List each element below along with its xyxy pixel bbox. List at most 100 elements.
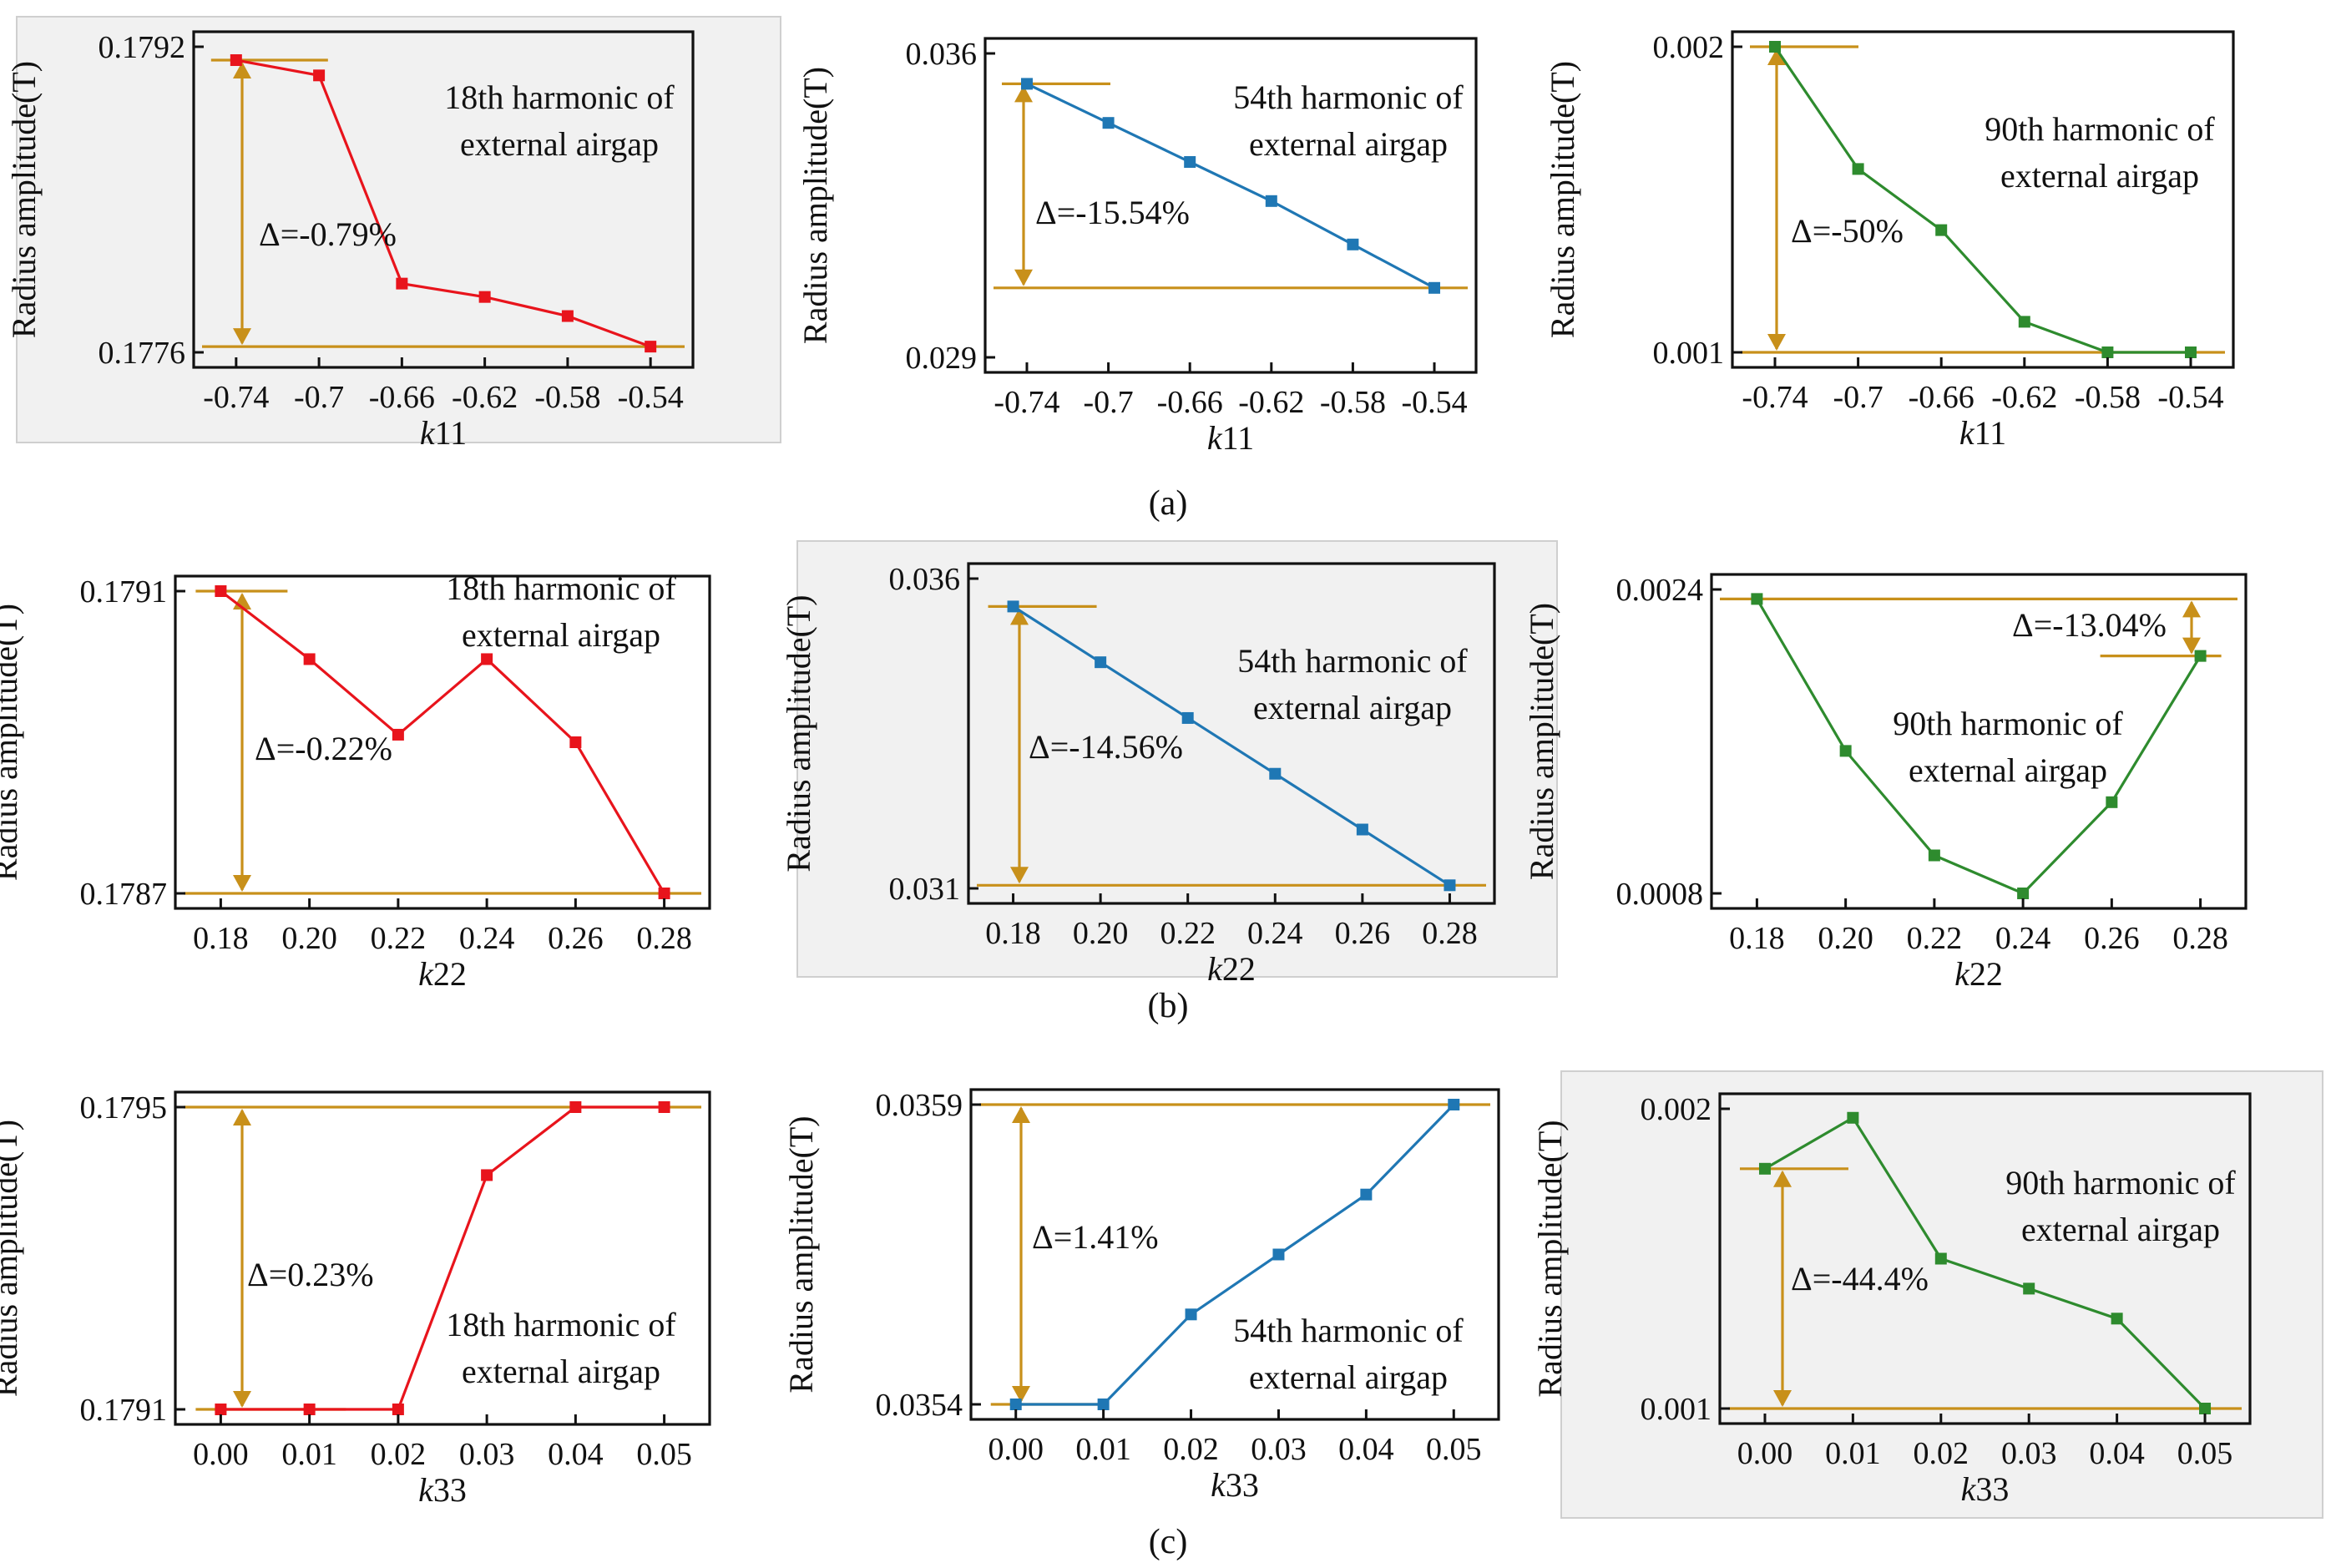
x-tick-label-3: 0.02 xyxy=(1163,1432,1219,1467)
x-tick-label-2: 0.01 xyxy=(1825,1436,1881,1471)
delta-arrowhead-bottom xyxy=(233,875,251,892)
x-axis-title-var: k xyxy=(1954,955,1970,993)
delta-arrowhead-top xyxy=(1767,48,1786,65)
x-tick-label-2: -0.7 xyxy=(1084,385,1134,420)
y-tick-label-2: 0.036 xyxy=(906,37,978,72)
plot-frame xyxy=(1710,573,2248,910)
x-tick-label-5: 0.26 xyxy=(1335,916,1391,951)
data-point-2 xyxy=(303,1404,316,1415)
harmonic-annotation-line-2: external airgap xyxy=(2000,157,2199,195)
delta-arrowhead-bottom xyxy=(233,1391,251,1408)
data-point-4 xyxy=(2017,888,2030,899)
y-tick-label-2: 0.1792 xyxy=(99,30,186,65)
x-tick-label-2: 0.20 xyxy=(1818,921,1873,956)
data-point-4 xyxy=(481,1169,493,1181)
y-axis-title: Radius amplitude(T) xyxy=(782,1115,820,1393)
delta-arrowhead-bottom xyxy=(1773,1390,1792,1407)
data-point-3 xyxy=(1934,1252,1947,1265)
chart-panel-4: 0.18 0.20 0.22 0.24 0.26 0.28 0.1787 0.1791 k22 R… xyxy=(0,569,711,993)
delta-arrowhead-top xyxy=(233,62,251,79)
delta-arrowhead-top xyxy=(2182,600,2201,618)
y-tick-label-1: 0.0008 xyxy=(1616,877,1704,912)
x-axis-title-var: k xyxy=(418,1471,434,1509)
delta-label: Δ=-0.22% xyxy=(255,730,392,767)
harmonic-annotation-line-1: 90th harmonic of xyxy=(1985,110,2215,148)
x-tick-label-4: 0.03 xyxy=(2001,1436,2057,1471)
data-point-3 xyxy=(392,728,404,741)
data-point-6 xyxy=(1444,879,1456,892)
x-tick-label-6: 0.28 xyxy=(1422,916,1478,951)
chart-panel-8: 0.00 0.01 0.02 0.03 0.04 0.05 0.0354 0.0359 k33 R… xyxy=(782,1088,1500,1504)
x-tick-label-6: 0.28 xyxy=(2172,921,2228,956)
y-tick-label-1: 0.0354 xyxy=(876,1388,963,1423)
x-tick-label-6: 0.05 xyxy=(1426,1432,1482,1467)
data-point-2 xyxy=(1097,1399,1110,1410)
data-point-4 xyxy=(2023,1282,2035,1295)
data-point-5 xyxy=(2106,796,2118,808)
data-point-3 xyxy=(1928,849,1940,862)
x-tick-label-1: 0.00 xyxy=(988,1432,1044,1467)
plot-area xyxy=(1732,32,2233,367)
x-tick-label-2: 0.20 xyxy=(1073,916,1129,951)
delta-label: Δ=-13.04% xyxy=(2012,606,2167,644)
delta-arrowhead-bottom xyxy=(1767,334,1786,351)
delta-arrowhead-top xyxy=(1012,1106,1030,1123)
y-tick-label-1: 0.029 xyxy=(906,341,978,376)
x-axis-title: k33 xyxy=(1961,1470,2010,1508)
x-tick-label-4: 0.03 xyxy=(1251,1432,1307,1467)
harmonic-annotation-line-1: 90th harmonic of xyxy=(2005,1164,2236,1201)
data-point-5 xyxy=(561,310,574,322)
chart-panel-5: 0.18 0.20 0.22 0.24 0.26 0.28 0.031 0.036 k22 Rad… xyxy=(780,540,1558,988)
data-point-2 xyxy=(303,653,316,665)
x-tick-label-5: 0.04 xyxy=(548,1437,604,1472)
x-tick-label-5: 0.26 xyxy=(2084,921,2140,956)
harmonic-annotation-line-2: external airgap xyxy=(462,616,660,654)
plot-area xyxy=(968,564,1494,903)
harmonic-annotation-line-1: 18th harmonic of xyxy=(446,1306,676,1343)
plot-frame xyxy=(969,1088,1500,1421)
x-axis-title: k11 xyxy=(1207,419,1254,457)
y-tick-label-2: 0.1791 xyxy=(80,574,168,609)
x-axis-title: k11 xyxy=(1959,414,2006,452)
x-tick-label-1: 0.00 xyxy=(193,1437,249,1472)
data-point-1 xyxy=(1020,78,1033,90)
plot-frame xyxy=(174,1090,711,1426)
row-caption-c: (c) xyxy=(1149,1523,1188,1561)
data-point-3 xyxy=(396,277,408,290)
x-tick-label-4: 0.24 xyxy=(1247,916,1303,951)
y-axis-title: Radius amplitude(T) xyxy=(0,1120,24,1397)
plot-frame xyxy=(1718,1092,2252,1425)
x-tick-label-2: 0.01 xyxy=(281,1437,337,1472)
x-axis-title: k22 xyxy=(418,955,467,993)
data-point-5 xyxy=(1360,1188,1373,1201)
x-axis-title-sub: 11 xyxy=(1222,419,1255,457)
plot-frame xyxy=(983,37,1478,374)
data-point-2 xyxy=(1852,163,1864,175)
x-tick-label-3: -0.66 xyxy=(1157,385,1223,420)
delta-arrowhead-bottom xyxy=(1010,867,1029,884)
plot-area xyxy=(971,1090,1499,1419)
x-axis-title-var: k xyxy=(1961,1470,1977,1508)
data-point-1 xyxy=(1758,1162,1771,1175)
data-point-6 xyxy=(2199,1403,2212,1414)
x-axis-title-sub: 33 xyxy=(433,1471,467,1509)
x-axis-title-sub: 33 xyxy=(1975,1470,2009,1508)
delta-label: Δ=-15.54% xyxy=(1035,194,1190,231)
plot-area xyxy=(1712,574,2246,908)
x-axis-title-sub: 22 xyxy=(1222,950,1256,988)
chart-panel-3: -0.74 -0.7 -0.66 -0.62 -0.58 -0.54 0.001 0.002 k… xyxy=(1544,30,2235,452)
x-axis-title: k22 xyxy=(1207,950,1256,988)
data-point-4 xyxy=(1265,195,1277,207)
x-tick-label-3: 0.22 xyxy=(371,921,427,956)
x-tick-label-2: 0.20 xyxy=(281,921,337,956)
x-axis-title: k33 xyxy=(1211,1466,1259,1504)
series-line xyxy=(1764,1115,2207,1410)
x-tick-label-1: 0.00 xyxy=(1737,1436,1793,1471)
series-line xyxy=(1773,46,2191,354)
data-point-6 xyxy=(658,888,670,899)
data-point-3 xyxy=(392,1404,404,1415)
x-axis-title-sub: 11 xyxy=(1974,414,2007,452)
data-point-5 xyxy=(2111,1313,2123,1325)
data-point-3 xyxy=(1181,711,1194,724)
